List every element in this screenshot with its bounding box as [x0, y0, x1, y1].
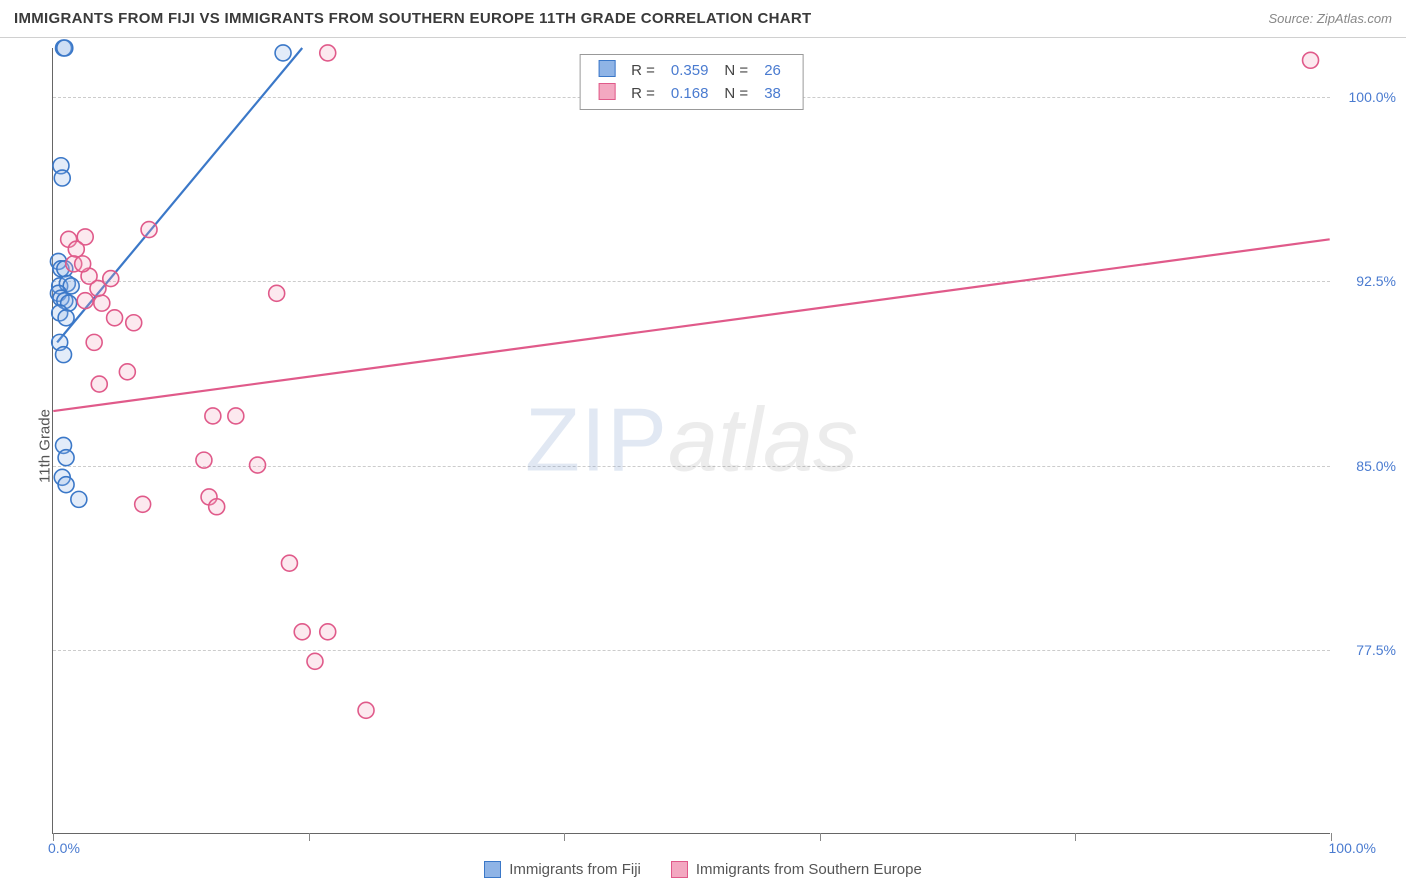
correlation-row-0: R = 0.359 N = 26 — [590, 59, 789, 82]
data-point — [75, 256, 91, 272]
data-point — [320, 624, 336, 640]
data-point — [126, 315, 142, 331]
n-label-0: N = — [716, 59, 756, 82]
data-point — [281, 555, 297, 571]
source-attribution: Source: ZipAtlas.com — [1268, 11, 1392, 26]
trendline — [53, 239, 1329, 411]
x-tick — [309, 833, 310, 841]
data-point — [307, 653, 323, 669]
r-label-1: R = — [623, 82, 663, 105]
legend-label-1: Immigrants from Southern Europe — [696, 861, 922, 878]
chart-title: IMMIGRANTS FROM FIJI VS IMMIGRANTS FROM … — [14, 10, 811, 27]
swatch-series-1 — [598, 83, 615, 100]
data-point — [68, 241, 84, 257]
n-value-0: 26 — [756, 59, 789, 82]
data-point — [320, 45, 336, 61]
legend-swatch-0 — [484, 861, 501, 878]
data-point — [269, 285, 285, 301]
data-point — [56, 347, 72, 363]
data-point — [94, 295, 110, 311]
data-point — [196, 452, 212, 468]
data-point — [58, 450, 74, 466]
correlation-legend: R = 0.359 N = 26 R = 0.168 N = 38 — [579, 54, 804, 110]
data-point — [90, 280, 106, 296]
y-tick-label-1: 85.0% — [1356, 458, 1396, 474]
source-name: ZipAtlas.com — [1317, 11, 1392, 26]
data-point — [250, 457, 266, 473]
legend-item-1: Immigrants from Southern Europe — [671, 861, 922, 878]
correlation-row-1: R = 0.168 N = 38 — [590, 82, 789, 105]
data-point — [205, 408, 221, 424]
y-tick-label-3: 100.0% — [1349, 89, 1396, 105]
data-point — [54, 170, 70, 186]
n-label-1: N = — [716, 82, 756, 105]
data-point — [1303, 52, 1319, 68]
data-point — [107, 310, 123, 326]
y-tick-label-0: 77.5% — [1356, 642, 1396, 658]
legend-swatch-1 — [671, 861, 688, 878]
source-prefix: Source: — [1268, 11, 1316, 26]
data-point — [57, 40, 73, 56]
data-point — [71, 491, 87, 507]
plot-area: ZIPatlas R = 0.359 N = 26 R = 0.168 N = … — [52, 48, 1330, 834]
data-point — [119, 364, 135, 380]
legend-item-0: Immigrants from Fiji — [484, 861, 641, 878]
data-point — [141, 222, 157, 238]
data-point — [135, 496, 151, 512]
x-tick — [820, 833, 821, 841]
title-bar: IMMIGRANTS FROM FIJI VS IMMIGRANTS FROM … — [0, 0, 1406, 38]
data-point — [209, 499, 225, 515]
data-point — [77, 293, 93, 309]
data-point — [91, 376, 107, 392]
x-tick — [564, 833, 565, 841]
swatch-series-0 — [598, 60, 615, 77]
r-value-0: 0.359 — [663, 59, 717, 82]
correlation-legend-table: R = 0.359 N = 26 R = 0.168 N = 38 — [590, 59, 789, 105]
y-axis-label: 11th Grade — [36, 409, 53, 483]
data-point — [58, 310, 74, 326]
series-legend: Immigrants from Fiji Immigrants from Sou… — [0, 854, 1406, 884]
plot-svg — [53, 48, 1330, 833]
data-point — [275, 45, 291, 61]
data-point — [358, 702, 374, 718]
data-point — [228, 408, 244, 424]
n-value-1: 38 — [756, 82, 789, 105]
r-label-0: R = — [623, 59, 663, 82]
trendline — [57, 48, 302, 342]
data-point — [58, 477, 74, 493]
data-point — [86, 334, 102, 350]
legend-label-0: Immigrants from Fiji — [509, 861, 641, 878]
r-value-1: 0.168 — [663, 82, 717, 105]
y-tick-label-2: 92.5% — [1356, 273, 1396, 289]
data-point — [294, 624, 310, 640]
x-tick — [1075, 833, 1076, 841]
